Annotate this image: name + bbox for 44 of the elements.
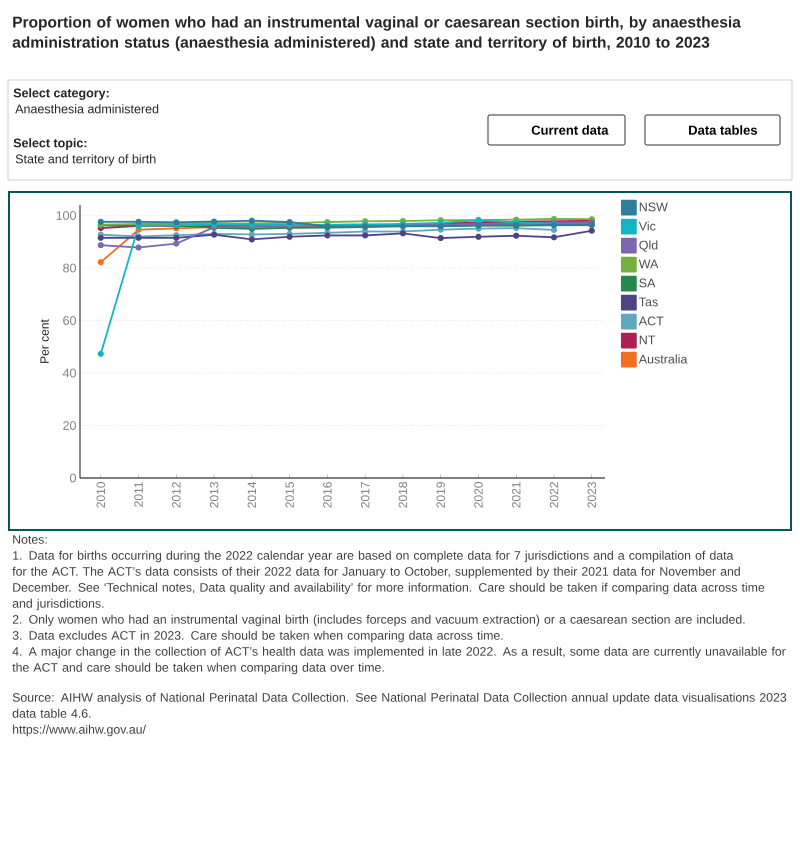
x-tick-label: 2016 <box>323 482 332 508</box>
x-tick-label: 2023 <box>588 482 596 508</box>
legend-label: Australia <box>638 354 688 364</box>
y-tick-label: 100 <box>56 211 76 220</box>
x-tick-label: 2010 <box>96 482 106 508</box>
text: 3. Data excludes ACT in 2023. Care should be taken when comparing data across time. <box>12 630 503 642</box>
text: State and territory of birth <box>16 154 156 166</box>
x-tick-label: 2015 <box>285 482 294 508</box>
x-tick-label: 2019 <box>436 482 445 508</box>
x-tick-label: 2022 <box>550 482 558 508</box>
text: Data tables <box>689 125 758 135</box>
legend-label: Qld <box>639 240 658 252</box>
text: 4. A major change in the collection of ACT’s health data was implemented in late 2022. As a result, some data are currently unavailable for the ACT and care should be taken when comparing data over time. <box>12 646 786 674</box>
legend-label: NSW <box>640 202 668 212</box>
x-tick-label: 2018 <box>398 482 408 508</box>
x-tick-label: 2021 <box>512 482 520 508</box>
x-tick-label: 2020 <box>474 482 483 508</box>
y-tick-label: 40 <box>62 368 76 378</box>
legend-label: NT <box>640 336 656 344</box>
y-tick-label: 20 <box>63 421 76 430</box>
legend-label: SA <box>639 278 656 288</box>
text: Current data <box>532 125 609 135</box>
chart-title: Proportion of women who had an instrumental vaginal or caesarean section birth, by anaesthesia administration status (anaesthesia administered) and state and territory of birth, 2010 to 2023 <box>12 16 741 51</box>
text: Notes: <box>13 535 47 544</box>
source-note: Source: AIHW analysis of National Perinatal Data Collection. See National Perinatal Data Collection annual update data visualisations 2023 data table 4.6. <box>12 692 786 718</box>
y-tick-label: 60 <box>63 316 76 325</box>
x-tick-label: 2014 <box>248 482 256 508</box>
text: Select topic: <box>14 138 86 150</box>
x-tick-label: 2012 <box>172 482 181 508</box>
legend-label: Tas <box>639 298 658 306</box>
y-tick-label: 80 <box>63 264 76 272</box>
x-tick-label: 2013 <box>210 482 218 508</box>
x-tick-label: 2017 <box>360 482 370 508</box>
x-tick-label: 2011 <box>134 482 143 507</box>
text: https://www.aihw.gov.au/ <box>13 724 146 736</box>
legend-label: ACT <box>638 316 664 326</box>
y-tick-label: 0 <box>70 474 76 482</box>
legend-label: Vic <box>638 221 656 231</box>
text: 1. Data for births occurring during the 2022 calendar year are based on complete data for 7 jurisdictions and a compilation of data for the ACT. The ACT’s data consists of their 2022 data for January to October, supplemented by their 2021 data for November and December. See ‘Technical notes, Data quality and availability’ for more information. Care should be taken if comparing data across time and jurisdictions. <box>12 550 764 610</box>
text: Anaesthesia administered <box>15 104 158 114</box>
legend-label: WA <box>638 260 658 268</box>
text: Select category: <box>14 88 109 100</box>
text: 2. Only women who had an instrumental vaginal birth (includes forceps and vacuum extraction) or a caesarean section are included. <box>12 614 745 626</box>
y-axis-title: Per cent <box>40 319 49 363</box>
